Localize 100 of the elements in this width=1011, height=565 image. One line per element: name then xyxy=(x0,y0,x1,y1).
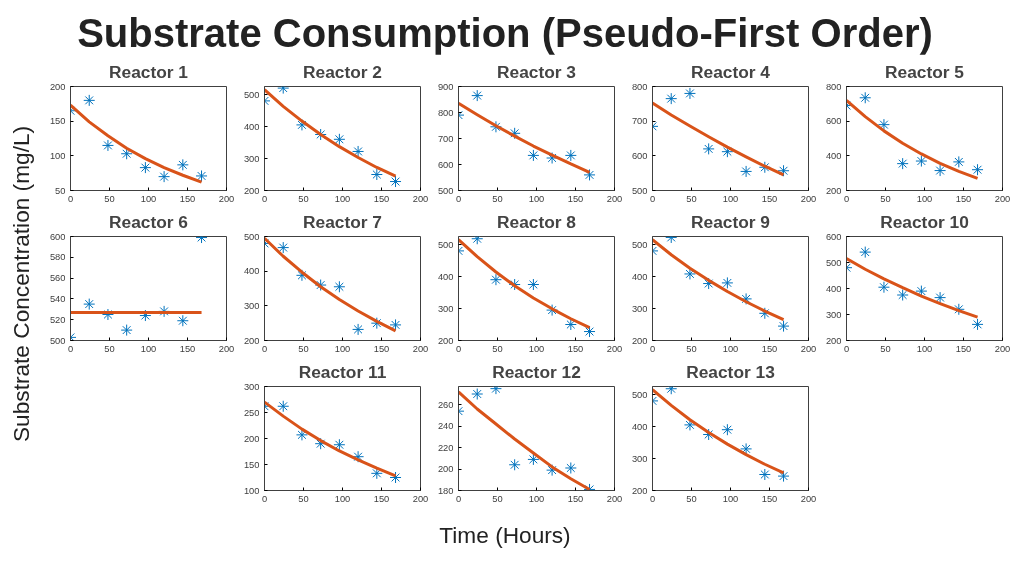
x-tick-label: 0 xyxy=(455,193,462,204)
x-tick-label: 150 xyxy=(567,343,584,354)
chart-title: Reactor 10 xyxy=(880,211,969,232)
y-tick-label: 400 xyxy=(631,271,648,282)
y-tick-label: 300 xyxy=(631,453,648,464)
x-tick-label: 0 xyxy=(261,193,268,204)
y-tick-label: 500 xyxy=(631,389,648,400)
x-tick-label: 0 xyxy=(649,193,656,204)
chart-title: Reactor 7 xyxy=(303,211,382,232)
x-tick-label: 0 xyxy=(261,493,268,504)
y-tick-label: 200 xyxy=(49,81,66,92)
x-tick-label: 0 xyxy=(261,343,268,354)
x-tick-label: 100 xyxy=(916,193,933,204)
x-tick-label: 200 xyxy=(994,193,1011,204)
chart-title: Reactor 13 xyxy=(686,361,776,382)
x-tick-label: 50 xyxy=(686,193,697,204)
x-tick-label: 150 xyxy=(179,193,196,204)
x-tick-label: 50 xyxy=(492,193,503,204)
y-tick-label: 300 xyxy=(437,303,454,314)
chart-title: Reactor 3 xyxy=(497,61,577,82)
chart-title: Reactor 12 xyxy=(492,361,581,382)
x-tick-label: 150 xyxy=(567,493,584,504)
y-tick-label: 700 xyxy=(437,133,454,144)
y-tick-label: 600 xyxy=(825,231,842,242)
y-tick-label: 50 xyxy=(55,185,66,196)
x-tick-label: 50 xyxy=(880,343,891,354)
y-tick-label: 600 xyxy=(49,231,66,242)
y-tick-label: 250 xyxy=(243,407,260,418)
y-tick-label: 400 xyxy=(631,421,648,432)
x-tick-label: 100 xyxy=(334,343,351,354)
chart-title: Reactor 9 xyxy=(691,211,770,232)
text: Substrate Consumption (Pseudo-First Order) xyxy=(77,10,933,57)
y-tick-label: 200 xyxy=(437,335,454,346)
y-tick-label: 200 xyxy=(631,335,648,346)
y-tick-label: 400 xyxy=(825,283,842,294)
y-tick-label: 900 xyxy=(437,81,454,92)
y-tick-label: 200 xyxy=(825,335,842,346)
x-tick-label: 200 xyxy=(412,193,429,204)
y-tick-label: 300 xyxy=(825,309,842,320)
x-tick-label: 100 xyxy=(140,343,157,354)
y-tick-label: 800 xyxy=(631,81,648,92)
x-tick-label: 150 xyxy=(761,193,778,204)
x-tick-label: 0 xyxy=(649,493,656,504)
y-tick-label: 260 xyxy=(437,399,454,410)
y-tick-label: 700 xyxy=(631,116,648,127)
y-tick-label: 400 xyxy=(825,150,842,161)
chart-title: Reactor 2 xyxy=(303,61,382,82)
x-tick-label: 200 xyxy=(606,493,623,504)
x-tick-label: 100 xyxy=(140,193,157,204)
y-tick-label: 180 xyxy=(437,485,454,496)
y-tick-label: 500 xyxy=(825,257,842,268)
y-tick-label: 200 xyxy=(825,185,842,196)
x-tick-label: 50 xyxy=(492,343,503,354)
x-tick-label: 50 xyxy=(298,343,309,354)
y-tick-label: 100 xyxy=(243,485,260,496)
x-tick-label: 50 xyxy=(686,493,697,504)
y-tick-label: 580 xyxy=(49,252,66,263)
x-tick-label: 0 xyxy=(843,193,850,204)
x-tick-label: 50 xyxy=(880,193,891,204)
x-tick-label: 150 xyxy=(567,193,584,204)
y-tick-label: 500 xyxy=(437,185,454,196)
y-tick-label: 500 xyxy=(243,231,260,242)
x-tick-label: 150 xyxy=(373,493,390,504)
x-tick-label: 200 xyxy=(218,343,235,354)
y-tick-label: 220 xyxy=(437,442,454,453)
y-axis-title: Substrate Concentration (mg/L) xyxy=(7,125,35,443)
y-tick-label: 200 xyxy=(437,464,454,475)
y-tick-label: 200 xyxy=(243,433,260,444)
y-tick-label: 560 xyxy=(49,273,66,284)
x-tick-label: 100 xyxy=(916,343,933,354)
x-tick-label: 100 xyxy=(722,343,739,354)
y-tick-label: 150 xyxy=(49,116,66,127)
x-tick-label: 100 xyxy=(528,493,545,504)
y-tick-label: 240 xyxy=(437,421,454,432)
x-tick-label: 200 xyxy=(800,343,817,354)
x-tick-label: 200 xyxy=(412,493,429,504)
y-tick-label: 200 xyxy=(631,485,648,496)
x-tick-label: 100 xyxy=(334,493,351,504)
x-tick-label: 150 xyxy=(955,193,972,204)
x-tick-label: 200 xyxy=(218,193,235,204)
y-tick-label: 150 xyxy=(243,459,260,470)
y-tick-label: 800 xyxy=(825,81,842,92)
chart-title: Reactor 4 xyxy=(691,61,771,82)
y-tick-label: 600 xyxy=(825,116,842,127)
x-tick-label: 150 xyxy=(373,343,390,354)
x-tick-label: 50 xyxy=(298,493,309,504)
chart-title: Reactor 8 xyxy=(497,211,577,232)
x-tick-label: 50 xyxy=(104,193,115,204)
y-tick-label: 200 xyxy=(243,335,260,346)
x-tick-label: 50 xyxy=(104,343,115,354)
x-tick-label: 200 xyxy=(606,343,623,354)
y-tick-label: 100 xyxy=(49,150,66,161)
y-tick-label: 400 xyxy=(243,266,260,277)
x-tick-label: 0 xyxy=(455,493,462,504)
x-tick-label: 200 xyxy=(994,343,1011,354)
x-tick-label: 0 xyxy=(649,343,656,354)
x-tick-label: 150 xyxy=(179,343,196,354)
x-tick-label: 200 xyxy=(800,193,817,204)
x-tick-label: 0 xyxy=(455,343,462,354)
x-axis-title: Time (Hours) xyxy=(439,521,571,550)
